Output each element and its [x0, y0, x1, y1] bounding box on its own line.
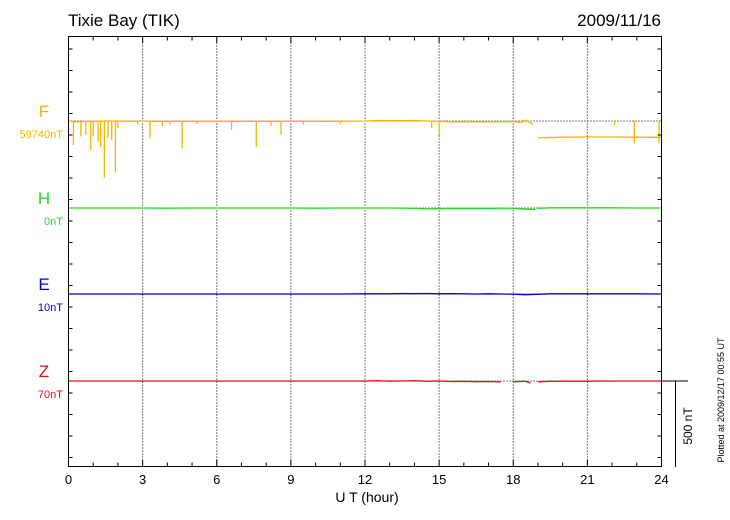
x-tick-label: 6 — [213, 472, 220, 487]
series-name-z: Z — [39, 362, 49, 381]
series-labels: F 59740nT H 0nT E 10nT Z 70nT — [20, 102, 64, 401]
plotted-footnote: Plotted at 2009/12/17 00:55 UT — [716, 337, 726, 463]
scale-bar: 500 nT — [661, 380, 695, 467]
series-line-h — [537, 207, 662, 209]
grid — [68, 36, 662, 467]
series-baseline-h: 0nT — [44, 216, 63, 228]
series-baseline-z: 70nT — [38, 389, 63, 401]
series-line-e — [68, 292, 662, 296]
x-tick-label: 18 — [506, 472, 520, 487]
series-line-z — [513, 380, 531, 384]
series-line-f — [537, 136, 662, 139]
x-tick-label: 9 — [287, 472, 294, 487]
x-tick-label: 15 — [432, 472, 446, 487]
series-line-z — [537, 380, 662, 383]
x-tick-label: 24 — [654, 472, 668, 487]
series-line-h — [68, 207, 536, 211]
scale-bar-label: 500 nT — [681, 407, 695, 445]
chart-date: 2009/11/16 — [577, 11, 661, 30]
series-baseline-e: 10nT — [38, 302, 63, 314]
tick-marks: 0 3 6 9 12 15 18 21 24 — [65, 36, 669, 487]
series-name-f: F — [39, 102, 49, 121]
series-name-h: H — [38, 189, 50, 208]
series-layer — [68, 119, 662, 384]
x-tick-label: 12 — [358, 472, 372, 487]
series-name-e: E — [38, 275, 49, 294]
series-baseline-f: 59740nT — [20, 129, 64, 141]
x-tick-label: 21 — [580, 472, 594, 487]
x-tick-label: 0 — [65, 472, 72, 487]
series-line-z — [68, 380, 501, 383]
chart-title: Tixie Bay (TIK) — [68, 11, 180, 30]
x-tick-label: 3 — [139, 472, 146, 487]
plot-frame — [68, 36, 662, 467]
x-axis-label: U T (hour) — [335, 489, 398, 505]
